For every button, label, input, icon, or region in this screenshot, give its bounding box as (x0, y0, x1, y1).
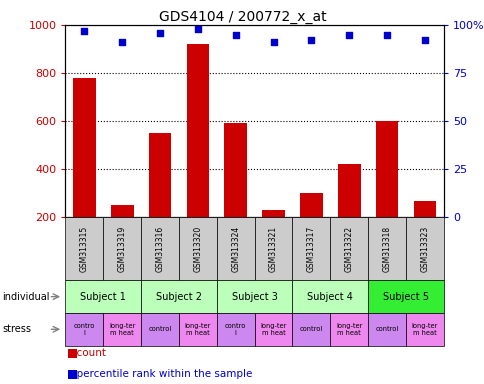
Text: long-ter
m heat: long-ter m heat (335, 323, 362, 336)
Text: individual: individual (2, 291, 50, 302)
Bar (73, 78, 95, 265)
Text: long-ter
m heat: long-ter m heat (109, 323, 135, 336)
Bar (413, 200, 435, 265)
Text: Subject 5: Subject 5 (382, 291, 428, 302)
Text: Subject 4: Subject 4 (307, 291, 352, 302)
Text: GSM313318: GSM313318 (382, 225, 391, 272)
Text: long-ter
m heat: long-ter m heat (260, 323, 286, 336)
Text: long-ter
m heat: long-ter m heat (184, 323, 211, 336)
Point (345, 31, 352, 38)
Bar (375, 121, 397, 265)
Text: stress: stress (2, 324, 31, 334)
Point (231, 31, 239, 38)
Point (382, 31, 390, 38)
Text: contro
l: contro l (225, 323, 246, 336)
Text: GSM313322: GSM313322 (344, 225, 353, 272)
Text: control: control (375, 326, 398, 332)
Bar (149, 133, 171, 265)
Text: GSM313317: GSM313317 (306, 225, 315, 272)
Bar (262, 210, 284, 265)
Text: GDS4104 / 200772_x_at: GDS4104 / 200772_x_at (158, 10, 326, 23)
Point (156, 30, 164, 36)
Text: GSM313321: GSM313321 (269, 225, 277, 272)
Text: long-ter
m heat: long-ter m heat (411, 323, 437, 336)
Text: control: control (148, 326, 171, 332)
Text: control: control (299, 326, 322, 332)
Point (307, 37, 315, 43)
Bar (186, 44, 209, 265)
Text: contro
l: contro l (74, 323, 95, 336)
Text: GSM313324: GSM313324 (231, 225, 240, 272)
Text: Subject 1: Subject 1 (80, 291, 126, 302)
Point (420, 37, 428, 43)
Text: GSM313320: GSM313320 (193, 225, 202, 272)
Text: Subject 3: Subject 3 (231, 291, 277, 302)
Text: percentile rank within the sample: percentile rank within the sample (70, 369, 252, 379)
Point (118, 39, 126, 45)
Bar (300, 193, 322, 265)
Text: count: count (70, 348, 106, 358)
Text: GSM313316: GSM313316 (155, 225, 164, 272)
Point (194, 26, 201, 32)
Text: Subject 2: Subject 2 (156, 291, 201, 302)
Bar (111, 205, 133, 265)
Text: GSM313323: GSM313323 (420, 225, 428, 272)
Text: GSM313319: GSM313319 (118, 225, 126, 272)
Point (269, 39, 277, 45)
Point (80, 28, 88, 34)
Bar (224, 123, 246, 265)
Text: GSM313315: GSM313315 (80, 225, 89, 272)
Bar (337, 164, 360, 265)
